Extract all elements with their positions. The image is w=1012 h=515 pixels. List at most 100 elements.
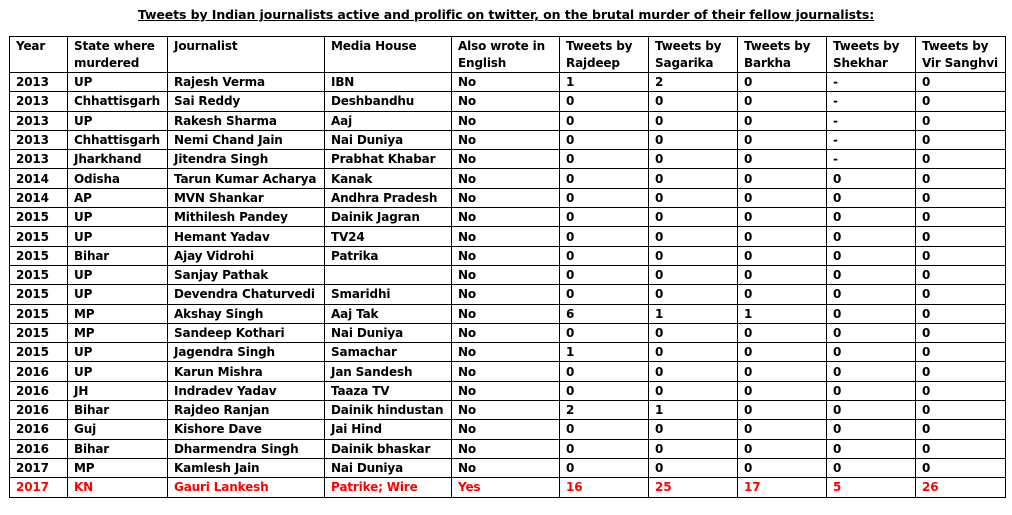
journalist-cell: MVN Shankar xyxy=(167,187,325,209)
sagarika-cell: 0 xyxy=(648,149,738,170)
state-cell: Jharkhand xyxy=(67,149,168,170)
table-row: 2015 UP Mithilesh Pandey Dainik Jagran No 0 0 0… xyxy=(9,207,1006,228)
shekhar-cell: 5 xyxy=(826,477,916,498)
shekhar-cell: 0 xyxy=(826,438,916,459)
english-cell: No xyxy=(451,71,560,93)
journalist-cell: Sai Reddy xyxy=(167,91,325,112)
vir-sanghvi-cell: 0 xyxy=(915,207,1006,228)
vir-sanghvi-cell: 0 xyxy=(915,342,1006,363)
shekhar-cell: 0 xyxy=(826,245,916,266)
table-row: 2017 MP Kamlesh Jain Nai Duniya No 0 0 0 0 0 xyxy=(9,457,1006,479)
english-cell: No xyxy=(451,91,560,112)
barkha-cell: 0 xyxy=(737,110,827,131)
english-cell: No xyxy=(451,264,560,286)
shekhar-cell: 0 xyxy=(826,207,916,228)
vir-sanghvi-cell: 0 xyxy=(915,400,1006,421)
vir-sanghvi-cell: 0 xyxy=(915,71,1006,93)
english-cell: No xyxy=(451,361,560,382)
year-cell: 2013 xyxy=(9,91,68,112)
english-cell: No xyxy=(451,457,560,479)
journalist-cell: Dharmendra Singh xyxy=(167,438,325,459)
journalist-cell: Akshay Singh xyxy=(167,303,325,324)
barkha-cell: 0 xyxy=(737,342,827,363)
column-header-journalist: Journalist xyxy=(167,36,325,73)
vir-sanghvi-cell: 0 xyxy=(915,303,1006,324)
rajdeep-cell: 0 xyxy=(559,207,649,228)
year-cell: 2017 xyxy=(9,457,68,479)
journalist-cell: Devendra Chaturvedi xyxy=(167,284,325,305)
sagarika-cell: 0 xyxy=(648,322,738,344)
shekhar-cell: 0 xyxy=(826,419,916,440)
year-cell: 2015 xyxy=(9,207,68,228)
english-cell: No xyxy=(451,303,560,324)
state-cell: MP xyxy=(67,303,168,324)
year-cell: 2013 xyxy=(9,110,68,131)
english-cell: No xyxy=(451,245,560,266)
table-row: 2015 MP Sandeep Kothari Nai Duniya No 0 0 0 0 0 xyxy=(9,322,1006,344)
rajdeep-cell: 1 xyxy=(559,71,649,93)
media-house-cell: Prabhat Khabar xyxy=(324,149,452,170)
english-cell: No xyxy=(451,110,560,131)
english-cell: No xyxy=(451,322,560,344)
shekhar-cell: - xyxy=(826,91,916,112)
journalist-cell: Hemant Yadav xyxy=(167,226,325,247)
column-header-tweets-shekhar: Tweets by Shekhar xyxy=(826,36,916,73)
barkha-cell: 1 xyxy=(737,303,827,324)
sagarika-cell: 0 xyxy=(648,91,738,112)
media-house-cell: Taaza TV xyxy=(324,380,452,402)
rajdeep-cell: 0 xyxy=(559,457,649,479)
media-house-cell: Jan Sandesh xyxy=(324,361,452,382)
vir-sanghvi-cell: 0 xyxy=(915,438,1006,459)
year-cell: 2017 xyxy=(9,477,68,498)
table-row: 2015 MP Akshay Singh Aaj Tak No 6 1 1 0 0 xyxy=(9,303,1006,324)
media-house-cell: IBN xyxy=(324,71,452,93)
rajdeep-cell: 1 xyxy=(559,342,649,363)
barkha-cell: 0 xyxy=(737,322,827,344)
year-cell: 2015 xyxy=(9,303,68,324)
column-header-also-wrote-english: Also wrote in English xyxy=(451,36,560,73)
journalists-table: Year State where murdered Journalist Med… xyxy=(9,36,1006,498)
year-cell: 2016 xyxy=(9,419,68,440)
media-house-cell: Dainik bhaskar xyxy=(324,438,452,459)
state-cell: MP xyxy=(67,322,168,344)
vir-sanghvi-cell: 0 xyxy=(915,457,1006,479)
sagarika-cell: 0 xyxy=(648,380,738,402)
year-cell: 2015 xyxy=(9,245,68,266)
journalist-cell: Rajesh Verma xyxy=(167,71,325,93)
journalist-cell: Mithilesh Pandey xyxy=(167,207,325,228)
rajdeep-cell: 0 xyxy=(559,91,649,112)
shekhar-cell: 0 xyxy=(826,303,916,324)
media-house-cell: Smaridhi xyxy=(324,284,452,305)
rajdeep-cell: 0 xyxy=(559,149,649,170)
column-header-media-house: Media House xyxy=(324,36,452,73)
year-cell: 2015 xyxy=(9,284,68,305)
journalist-cell: Kishore Dave xyxy=(167,419,325,440)
vir-sanghvi-cell: 0 xyxy=(915,264,1006,286)
table-row: 2015 UP Hemant Yadav TV24 No 0 0 0 0 0 xyxy=(9,226,1006,247)
english-cell: No xyxy=(451,187,560,209)
column-header-tweets-vir-sanghvi: Tweets by Vir Sanghvi xyxy=(915,36,1006,73)
rajdeep-cell: 0 xyxy=(559,110,649,131)
sagarika-cell: 0 xyxy=(648,129,738,151)
year-cell: 2013 xyxy=(9,149,68,170)
shekhar-cell: - xyxy=(826,129,916,151)
shekhar-cell: 0 xyxy=(826,322,916,344)
table-row: 2013 UP Rajesh Verma IBN No 1 2 0-0 xyxy=(9,71,1006,93)
page-title: Tweets by Indian journalists active and … xyxy=(137,7,875,22)
media-house-cell: Nai Duniya xyxy=(324,129,452,151)
table-row: 2016 Bihar Rajdeo Ranjan Dainik hindustan No… xyxy=(9,400,1006,421)
barkha-cell: 0 xyxy=(737,400,827,421)
barkha-cell: 0 xyxy=(737,457,827,479)
table-row: 2013 UP Rakesh Sharma Aaj No 0 0 0-0 xyxy=(9,110,1006,131)
vir-sanghvi-cell: 0 xyxy=(915,91,1006,112)
sagarika-cell: 0 xyxy=(648,110,738,131)
state-cell: Chhattisgarh xyxy=(67,129,168,151)
state-cell: Bihar xyxy=(67,438,168,459)
journalist-cell: Rakesh Sharma xyxy=(167,110,325,131)
table-row: 2014 AP MVN Shankar Andhra Pradesh No 0 0 0 0 0 xyxy=(9,187,1006,209)
rajdeep-cell: 0 xyxy=(559,187,649,209)
year-cell: 2015 xyxy=(9,264,68,286)
vir-sanghvi-cell: 0 xyxy=(915,187,1006,209)
media-house-cell: Aaj Tak xyxy=(324,303,452,324)
sagarika-cell: 2 xyxy=(648,71,738,93)
